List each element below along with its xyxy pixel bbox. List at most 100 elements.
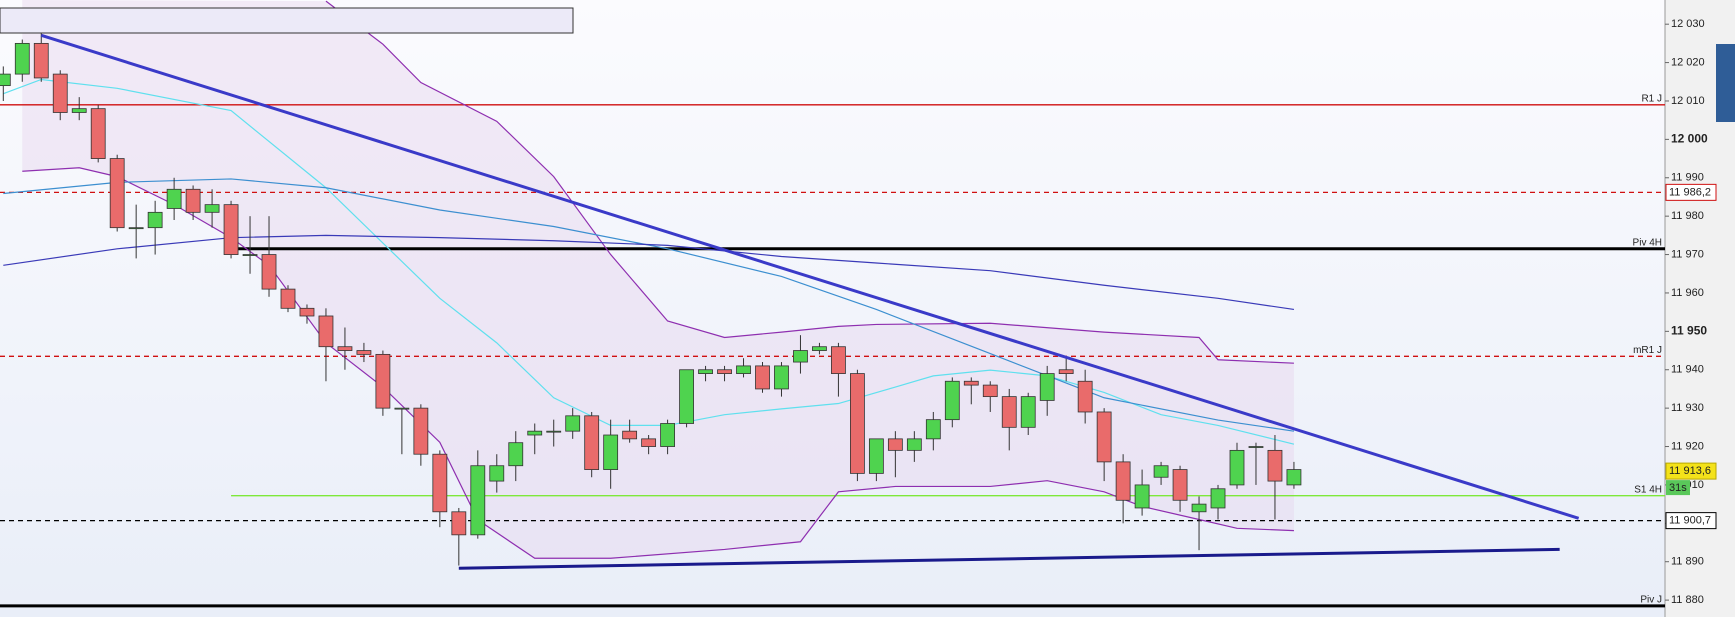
y-tick-label: 11 970 bbox=[1671, 248, 1704, 260]
candle-body bbox=[147, 211, 163, 229]
candle-body bbox=[755, 365, 770, 390]
candle-body bbox=[508, 442, 524, 467]
candle-body bbox=[356, 350, 372, 355]
plot-area bbox=[0, 0, 1665, 608]
y-tick-label: 11 980 bbox=[1671, 210, 1704, 222]
candle-body bbox=[774, 365, 789, 390]
candle-body bbox=[831, 346, 846, 374]
candle-body bbox=[527, 430, 543, 436]
candle-body bbox=[584, 415, 600, 470]
price-box-label: 11 900,7 bbox=[1669, 515, 1711, 527]
candle-body bbox=[565, 415, 581, 432]
candle-body bbox=[280, 288, 296, 309]
y-tick-label: 12 020 bbox=[1671, 56, 1705, 68]
timer-box bbox=[1666, 480, 1690, 496]
candle-body bbox=[1172, 469, 1188, 501]
candle-body bbox=[0, 73, 11, 87]
candle-body bbox=[90, 108, 106, 159]
candle-body bbox=[337, 346, 353, 351]
indicator-line bbox=[325, 0, 1294, 364]
timer-label: 31s bbox=[1669, 482, 1687, 494]
level-label: S1 4H bbox=[1634, 484, 1662, 495]
candle-body bbox=[603, 434, 619, 470]
candle-body bbox=[470, 465, 486, 536]
y-tick-label: 11 990 bbox=[1671, 172, 1704, 184]
candle-body bbox=[1020, 396, 1036, 428]
candle-body bbox=[318, 315, 334, 348]
y-tick-label: 12 000 bbox=[1671, 132, 1708, 146]
y-tick-label: 11 930 bbox=[1671, 402, 1704, 414]
indicator-line bbox=[3, 78, 1295, 445]
candle-body bbox=[717, 369, 732, 374]
candle-body bbox=[944, 380, 960, 421]
candle-body bbox=[1286, 469, 1302, 486]
candle-body bbox=[793, 350, 808, 363]
candle-body bbox=[223, 204, 239, 255]
candle-body bbox=[1077, 380, 1093, 413]
candle-body bbox=[925, 419, 941, 440]
candle-body bbox=[963, 380, 979, 386]
level-label: Piv J bbox=[1640, 595, 1662, 606]
candle-body bbox=[1096, 411, 1112, 463]
y-tick-label: 11 920 bbox=[1671, 440, 1704, 452]
candle-body bbox=[1115, 461, 1131, 501]
candle-body bbox=[641, 438, 657, 447]
candle-body bbox=[982, 384, 998, 398]
band-fill bbox=[22, 0, 1294, 559]
y-tick-label: 11 950 bbox=[1671, 324, 1707, 338]
candle-body bbox=[413, 407, 429, 455]
candle-body bbox=[375, 353, 391, 409]
scrollbar[interactable] bbox=[1716, 44, 1735, 122]
candle-body bbox=[1267, 449, 1283, 482]
candle-body bbox=[736, 365, 751, 374]
candle-body bbox=[546, 430, 562, 433]
candle-body bbox=[1229, 449, 1245, 486]
candle-body bbox=[1153, 465, 1169, 478]
candle-body bbox=[660, 423, 675, 447]
candle-body bbox=[1248, 446, 1264, 448]
trendline bbox=[40, 33, 1580, 520]
candle-body bbox=[1039, 373, 1055, 401]
price-box-label: 11 986,2 bbox=[1669, 186, 1711, 198]
candle-body bbox=[451, 511, 467, 536]
candle-body bbox=[868, 438, 884, 474]
candle-body bbox=[14, 42, 30, 75]
candle-body bbox=[1210, 488, 1226, 509]
candle-body bbox=[185, 188, 201, 213]
y-tick-label: 11 890 bbox=[1671, 556, 1704, 568]
current-price-label: 11 913,6 bbox=[1669, 465, 1711, 477]
candle-body bbox=[394, 407, 410, 410]
candle-body bbox=[812, 346, 827, 351]
candle-body bbox=[887, 438, 903, 451]
y-tick-label: 12 010 bbox=[1671, 95, 1705, 107]
plot-background bbox=[0, 0, 1665, 617]
candle-body bbox=[622, 430, 638, 440]
y-tick-label: 11 960 bbox=[1671, 287, 1704, 299]
y-tick-label: 11 880 bbox=[1671, 594, 1704, 606]
candle-body bbox=[1191, 503, 1207, 513]
candle-body bbox=[71, 108, 87, 113]
candle-body bbox=[906, 438, 922, 451]
current-price-box bbox=[1665, 462, 1717, 480]
candle-body bbox=[204, 204, 220, 213]
candle-body bbox=[1058, 369, 1074, 374]
candle-body bbox=[489, 465, 505, 482]
price-box bbox=[1665, 512, 1717, 530]
level-label: Piv 4H bbox=[1633, 237, 1662, 248]
y-tick-label: 12 030 bbox=[1671, 18, 1705, 30]
header-box bbox=[0, 7, 574, 34]
candle-body bbox=[52, 73, 68, 113]
candle-body bbox=[1001, 396, 1017, 428]
y-tick-label: 11 940 bbox=[1671, 364, 1704, 376]
candle-body bbox=[261, 254, 277, 290]
candle-body bbox=[1134, 484, 1150, 509]
trendline bbox=[458, 547, 1560, 570]
candle-body bbox=[698, 369, 713, 374]
candle-body bbox=[850, 373, 865, 474]
candle-body bbox=[242, 254, 258, 256]
candle-body bbox=[109, 158, 125, 229]
candle-body bbox=[432, 453, 448, 513]
candle-body bbox=[166, 188, 182, 209]
